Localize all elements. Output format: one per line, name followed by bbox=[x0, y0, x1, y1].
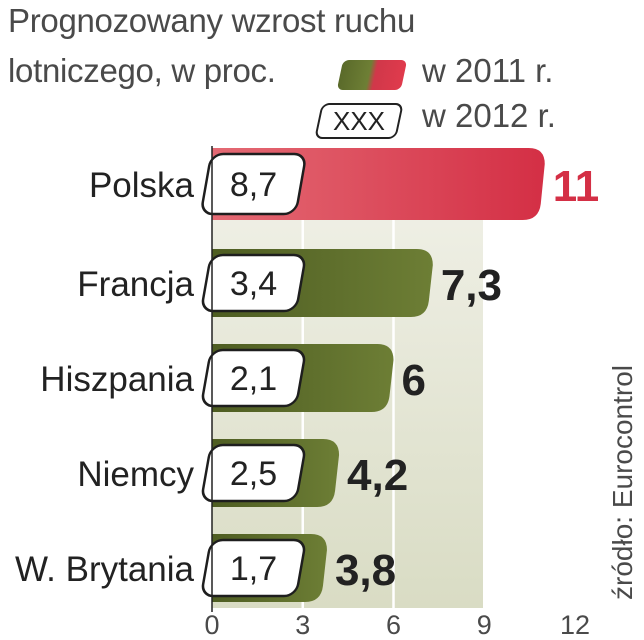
chart-title-line-2: lotniczego, w proc. bbox=[8, 52, 276, 89]
value-box-2012 bbox=[201, 348, 306, 408]
x-tick-label: 9 bbox=[477, 610, 492, 640]
value-box-2012-frame bbox=[201, 443, 306, 503]
category-label: Francja bbox=[77, 265, 194, 304]
value-box-2012 bbox=[201, 253, 306, 313]
x-tick-label: 6 bbox=[386, 610, 401, 640]
value-label-2011: 11 bbox=[553, 162, 600, 211]
value-label-2011: 3,8 bbox=[335, 546, 396, 595]
value-label-2011: 6 bbox=[402, 356, 426, 405]
chart-title-line-1: Prognozowany wzrost ruchu bbox=[8, 2, 416, 39]
category-label: W. Brytania bbox=[15, 550, 194, 589]
value-box-2012 bbox=[201, 538, 306, 598]
value-label-2012: 8,7 bbox=[230, 166, 277, 204]
category-label: Hiszpania bbox=[40, 360, 194, 399]
value-box-2012-frame bbox=[201, 152, 306, 216]
value-box-2012-frame bbox=[201, 538, 306, 598]
legend-label-2012: w 2012 r. bbox=[422, 97, 556, 134]
category-label: Polska bbox=[89, 166, 195, 205]
value-label-2011: 7,3 bbox=[441, 261, 502, 310]
x-tick-label: 0 bbox=[204, 610, 219, 640]
legend-label-2011: w 2011 r. bbox=[422, 52, 554, 89]
category-label: Niemcy bbox=[77, 455, 194, 494]
value-label-2012: 3,4 bbox=[230, 265, 277, 303]
value-label-2011: 4,2 bbox=[347, 451, 408, 500]
x-tick-label: 3 bbox=[295, 610, 310, 640]
source-note: źródło: Eurocontrol bbox=[607, 364, 638, 600]
value-label-2012: 2,1 bbox=[230, 360, 277, 398]
x-tick-label: 12 bbox=[560, 610, 590, 640]
value-label-2012: 1,7 bbox=[230, 550, 277, 588]
value-box-2012 bbox=[201, 152, 306, 216]
value-label-2012: 2,5 bbox=[230, 455, 277, 493]
value-box-2012 bbox=[201, 443, 306, 503]
value-box-2012-frame bbox=[201, 253, 306, 313]
value-box-2012-frame bbox=[201, 348, 306, 408]
